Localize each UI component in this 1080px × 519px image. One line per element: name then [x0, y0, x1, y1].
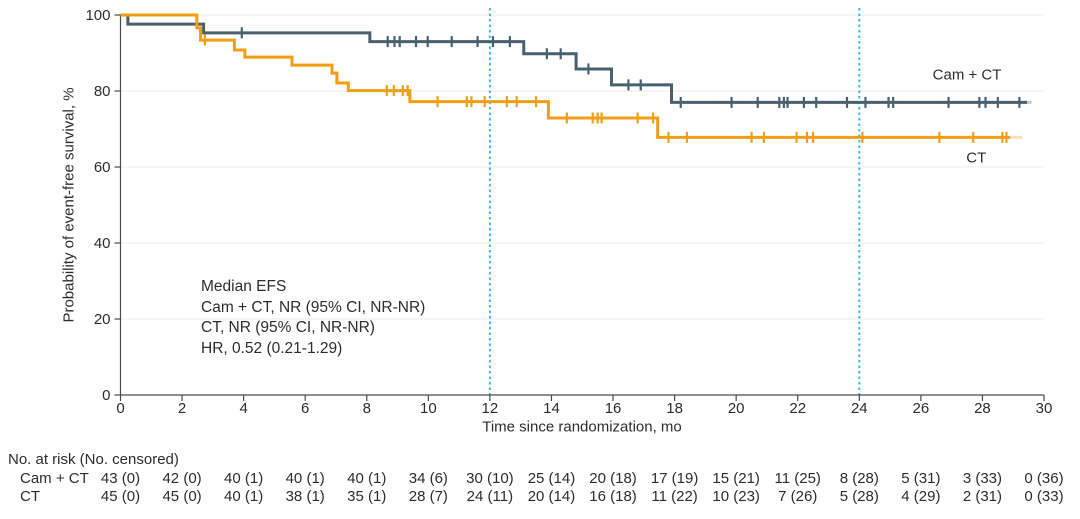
annotation-line-cam-ct: Cam + CT, NR (95% CI, NR-NR) — [201, 298, 426, 316]
risk-cell: 7 (26) — [778, 488, 818, 505]
risk-cell: 30 (10) — [466, 470, 514, 487]
y-tick-label: 0 — [102, 387, 110, 404]
annotation-line-hr: HR, 0.52 (0.21-1.29) — [201, 339, 343, 357]
y-tick-label: 100 — [85, 7, 110, 24]
x-tick-label: 22 — [789, 400, 806, 417]
risk-cell: 45 (0) — [162, 488, 202, 505]
risk-cell: 28 (7) — [408, 488, 448, 505]
x-tick-label: 6 — [301, 400, 309, 417]
risk-cell: 40 (1) — [224, 488, 264, 505]
annotation-line-ct: CT, NR (95% CI, NR-NR) — [201, 319, 375, 336]
risk-row-label: Cam + CT — [20, 470, 89, 487]
risk-cell: 35 (1) — [347, 488, 387, 505]
series-ct-curve — [120, 13, 1011, 139]
series-cam-ct-curve — [120, 13, 1028, 104]
x-tick-label: 28 — [974, 400, 991, 417]
risk-cell: 5 (31) — [901, 470, 941, 487]
x-tick-label: 4 — [239, 400, 247, 417]
risk-row-ct: CT 45 (0) 45 (0) 40 (1) 38 (1) 35 (1) 28 (7) 24… — [0, 488, 1080, 506]
risk-cell: 43 (0) — [100, 470, 141, 487]
risk-cell: 20 (18) — [589, 470, 637, 487]
y-tick-label: 60 — [94, 159, 111, 176]
x-axis-title: Time since randomization, mo — [482, 418, 682, 436]
risk-cell: 40 (1) — [224, 470, 264, 487]
series-label-cam-ct: Cam + CT — [932, 66, 1002, 84]
x-tick-label: 8 — [363, 400, 371, 417]
x-tick-label: 24 — [851, 400, 868, 417]
risk-cell: 42 (0) — [162, 470, 202, 487]
x-tick-label: 30 — [1036, 400, 1053, 417]
risk-cell: 11 (22) — [651, 488, 698, 505]
y-tick-label: 20 — [94, 311, 111, 328]
risk-cell: 25 (14) — [527, 470, 576, 487]
risk-cell: 10 (23) — [712, 488, 760, 505]
risk-cell: 3 (33) — [962, 470, 1003, 487]
risk-cell: 34 (6) — [408, 470, 448, 487]
risk-cell: 38 (1) — [285, 488, 325, 505]
risk-cell: 40 (1) — [285, 470, 325, 487]
x-tick-label: 2 — [178, 400, 186, 417]
risk-cell: 17 (19) — [650, 470, 699, 487]
risk-cell: 16 (18) — [589, 488, 637, 505]
x-tick-label: 26 — [913, 400, 930, 417]
median-efs-annotation: Median EFS Cam + CT, NR (95% CI, NR-NR) … — [201, 277, 425, 359]
risk-cell: 0 (36) — [1024, 470, 1064, 487]
x-tick-label: 14 — [543, 400, 560, 417]
risk-row-label: CT — [20, 488, 40, 505]
risk-cell: 20 (14) — [527, 488, 576, 505]
x-tick-label: 10 — [420, 400, 437, 417]
risk-cell: 8 (28) — [839, 470, 879, 487]
x-tick-label: 12 — [482, 400, 499, 417]
risk-cell: 15 (21) — [712, 470, 760, 487]
risk-cell: 4 (29) — [901, 488, 941, 505]
risk-cell: 45 (0) — [100, 488, 141, 505]
risk-cell: 5 (28) — [839, 488, 879, 505]
annotation-line-median-efs: Median EFS — [201, 278, 287, 295]
y-tick-label: 80 — [94, 83, 111, 100]
risk-cell: 24 (11) — [466, 488, 514, 505]
x-tick-label: 16 — [605, 400, 622, 417]
risk-row-cam-ct: Cam + CT 43 (0) 42 (0) 40 (1) 40 (1) 40 (1) 34… — [0, 470, 1080, 488]
x-tick-label: 0 — [116, 400, 124, 417]
y-axis-title: Probability of event-free survival, % — [60, 87, 78, 323]
x-tick-label: 18 — [666, 400, 683, 417]
risk-cell: 0 (33) — [1024, 488, 1064, 505]
risk-table-header: No. at risk (No. censored) — [8, 451, 179, 468]
x-tick-label: 20 — [728, 400, 745, 417]
risk-cell: 11 (25) — [774, 470, 821, 487]
risk-cell: 2 (31) — [962, 488, 1003, 505]
series-label-ct: CT — [966, 149, 987, 167]
risk-cell: 40 (1) — [347, 470, 387, 487]
y-tick-label: 40 — [94, 235, 111, 252]
